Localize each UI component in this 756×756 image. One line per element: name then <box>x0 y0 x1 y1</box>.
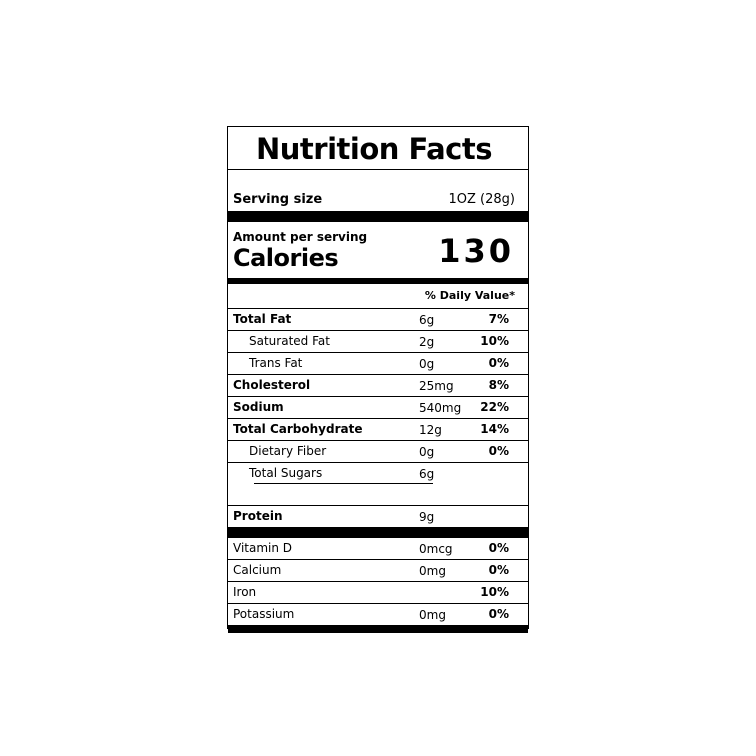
nutrient-name: Cholesterol <box>233 378 311 392</box>
nutrient-row: Total Carbohydrate 12g 14% <box>228 419 528 441</box>
daily-value-header: % Daily Value* <box>228 284 528 309</box>
nutrient-name: Total Fat <box>233 312 292 326</box>
nutrient-amount: 9g <box>419 510 435 524</box>
blank-row <box>228 484 528 506</box>
vitamin-dv: 0% <box>488 541 509 555</box>
nutrient-name: Trans Fat <box>249 356 303 370</box>
nutrient-row: Sodium 540mg 22% <box>228 397 528 419</box>
nutrient-row: Cholesterol 25mg 8% <box>228 375 528 397</box>
nutrient-amount: 6g <box>419 467 435 481</box>
amount-per-serving: Amount per serving <box>233 230 368 244</box>
nutrient-dv: 10% <box>480 334 509 348</box>
vitamin-name: Vitamin D <box>233 541 293 555</box>
calories-value: 130 <box>438 232 514 270</box>
vitamin-row: Iron 10% <box>228 582 528 604</box>
serving-size-row: Serving size 1OZ (28g) <box>228 170 528 211</box>
vitamin-dv: 0% <box>488 563 509 577</box>
nutrient-row: Protein 9g <box>228 506 528 527</box>
thick-divider <box>228 527 528 538</box>
nutrient-name: Total Carbohydrate <box>233 422 363 436</box>
calories-label: Calories <box>233 244 339 272</box>
vitamin-dv: 10% <box>480 585 509 599</box>
nutrient-dv: 8% <box>488 378 509 392</box>
nutrient-amount: 12g <box>419 423 442 437</box>
nutrient-name: Dietary Fiber <box>249 444 327 458</box>
vitamin-name: Potassium <box>233 607 295 621</box>
vitamin-row: Potassium 0mg 0% <box>228 604 528 625</box>
nutrient-row: Total Sugars 6g <box>228 463 528 484</box>
nutrient-row: Saturated Fat 2g 10% <box>228 331 528 353</box>
nutrient-amount: 0g <box>419 357 435 371</box>
nutrient-row: Trans Fat 0g 0% <box>228 353 528 375</box>
daily-value-header-text: % Daily Value* <box>424 289 515 302</box>
thick-divider <box>228 211 528 222</box>
nutrient-amount: 2g <box>419 335 435 349</box>
nutrient-amount: 25mg <box>419 379 454 393</box>
nutrient-name: Sodium <box>233 400 284 414</box>
vitamin-name: Calcium <box>233 563 282 577</box>
sugars-divider <box>254 483 433 484</box>
vitamin-row: Vitamin D 0mcg 0% <box>228 538 528 560</box>
nutrient-dv: 22% <box>480 400 509 414</box>
label-title: Nutrition Facts <box>228 127 528 170</box>
serving-size-label: Serving size <box>233 192 323 207</box>
nutrient-name: Protein <box>233 509 283 523</box>
nutrient-name: Total Sugars <box>249 466 323 480</box>
nutrition-label: Nutrition Facts Serving size 1OZ (28g) A… <box>227 126 529 633</box>
nutrient-dv: 7% <box>488 312 509 326</box>
serving-size-value: 1OZ (28g) <box>448 192 515 207</box>
vitamin-name: Iron <box>233 585 257 599</box>
nutrient-amount: 0g <box>419 445 435 459</box>
nutrient-amount: 540mg <box>419 401 462 415</box>
nutrient-amount: 6g <box>419 313 435 327</box>
vitamin-amount: 0mg <box>419 608 446 622</box>
vitamin-amount: 0mg <box>419 564 446 578</box>
nutrient-row: Total Fat 6g 7% <box>228 309 528 331</box>
nutrient-name: Saturated Fat <box>249 334 330 348</box>
nutrient-dv: 0% <box>488 444 509 458</box>
bottom-divider <box>228 625 528 633</box>
medium-divider <box>228 278 528 284</box>
nutrient-dv: 14% <box>480 422 509 436</box>
calories-section: Amount per serving Calories 130 <box>228 222 528 278</box>
vitamin-amount: 0mcg <box>419 542 453 556</box>
nutrient-row: Dietary Fiber 0g 0% <box>228 441 528 463</box>
vitamin-dv: 0% <box>488 607 509 621</box>
nutrient-dv: 0% <box>488 356 509 370</box>
vitamin-row: Calcium 0mg 0% <box>228 560 528 582</box>
